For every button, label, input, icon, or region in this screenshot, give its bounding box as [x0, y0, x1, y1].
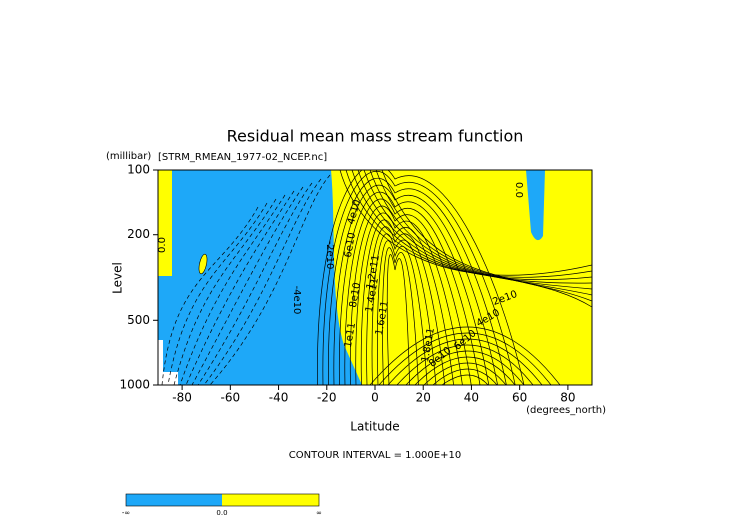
contour-line: [363, 170, 592, 290]
contour-line: [378, 332, 552, 385]
contour-label: 1e11: [343, 322, 358, 349]
contour-line: [423, 362, 507, 385]
contour-line: [173, 198, 277, 385]
negative-region: [158, 170, 362, 385]
x-tick-label: 80: [560, 391, 575, 405]
contour-line: [351, 170, 592, 280]
contour-line: [369, 170, 592, 296]
contour-line: [386, 254, 410, 385]
contour-line: [377, 240, 428, 385]
contour-line: [333, 184, 498, 385]
contour-line: [185, 190, 295, 385]
contour-line: [349, 205, 472, 385]
x-tick-label: 60: [512, 391, 527, 405]
y-units: (millibar): [106, 151, 151, 162]
contour-label: 6e10: [343, 232, 358, 259]
contour-line: [357, 170, 592, 284]
colorbar-label: 0.0: [216, 509, 227, 517]
contour-line: [432, 368, 498, 385]
contour-line: [167, 202, 268, 385]
colorbar-label: -∞: [122, 509, 130, 517]
contour-line: [161, 206, 259, 385]
x-tick-label: 0: [371, 391, 379, 405]
plot-area: 0.00.00.0-2e10-4e104e106e108e101e111.2e1…: [157, 170, 600, 385]
contour-line: [381, 170, 592, 308]
contour-line: [414, 356, 516, 385]
x-tick-label: 40: [464, 391, 479, 405]
x-axis-label: Latitude: [350, 420, 399, 434]
contour-line: [387, 338, 543, 385]
x-tick-label: 20: [416, 391, 431, 405]
colorbar: -∞ 0.0 ∞: [122, 493, 322, 517]
colorbar-label: ∞: [316, 509, 322, 517]
x-tick-label: -20: [317, 391, 337, 405]
x-tick-label: -40: [269, 391, 289, 405]
chart-title: Residual mean mass stream function: [227, 127, 524, 146]
y-tick-label: 500: [127, 313, 150, 327]
contour-label: 8e10: [348, 282, 363, 309]
y-tick-label: 1000: [119, 378, 150, 392]
contour-label: 0.0: [513, 182, 524, 198]
contour-line: [338, 191, 490, 385]
contour-line: [203, 178, 322, 385]
y-tick-label: 100: [127, 163, 150, 177]
y-tick-label: 200: [127, 227, 150, 241]
contour-line: [355, 212, 463, 385]
contour-line: [191, 186, 304, 385]
contour-line: [360, 219, 454, 385]
colorbar-negative: [126, 494, 222, 506]
contour-line: [179, 194, 286, 385]
contour-line: [328, 178, 507, 385]
x-tick-label: -60: [221, 391, 241, 405]
contour-line: [317, 170, 525, 385]
negative-region: [526, 170, 545, 241]
colorbar-frame: [125, 493, 320, 507]
contour-line: [375, 170, 592, 302]
contour-line: [345, 170, 592, 278]
colorbar-positive: [222, 494, 319, 506]
contour-label: -4e10: [291, 286, 302, 315]
contour-interval: CONTOUR INTERVAL = 1.000E+10: [289, 450, 461, 461]
contour-line: [371, 233, 437, 385]
contour-line: [366, 226, 446, 385]
missing-region: [158, 340, 178, 385]
contour-line: [339, 170, 592, 276]
contour-line: [344, 198, 481, 385]
y-axis-label: Level: [111, 262, 125, 294]
dataset-name: [STRM_RMEAN_1977-02_NCEP.nc]: [158, 152, 327, 163]
contour-line: [382, 247, 419, 385]
contour-line: [405, 350, 525, 385]
contour-label: 0.0: [157, 237, 168, 253]
x-units: (degrees_north): [526, 405, 606, 416]
contour-label: 0.0: [589, 252, 600, 268]
contour-line: [441, 374, 489, 385]
contour-line: [322, 171, 516, 385]
contour-line: [369, 326, 561, 385]
contour-line: [396, 344, 534, 385]
positive-region: [198, 253, 208, 275]
x-tick-label: -80: [172, 391, 192, 405]
contour-label: -2e10: [324, 241, 335, 270]
